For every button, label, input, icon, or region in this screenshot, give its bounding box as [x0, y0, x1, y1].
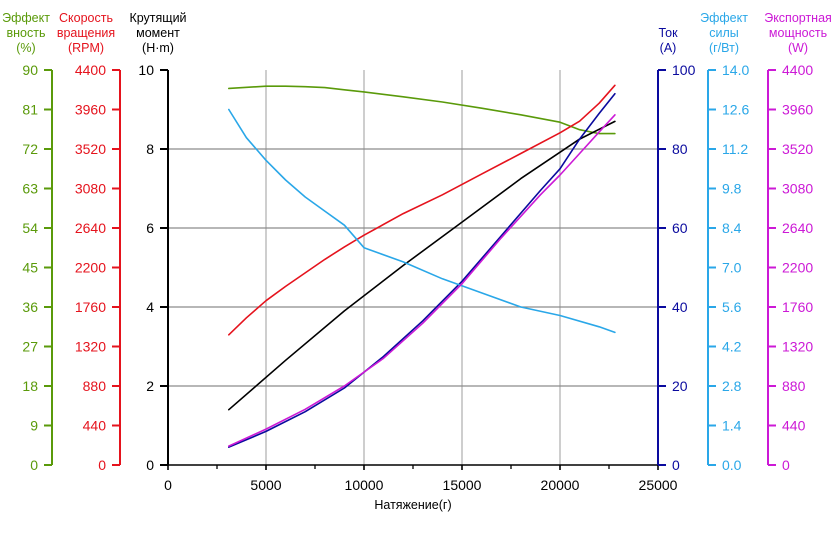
y-axis-title-efficiency_pct: Эффект [2, 11, 50, 25]
y-tick-label-efficiency_pct: 72 [22, 141, 38, 157]
grid [168, 70, 658, 465]
y-tick-label-efficiency_pct: 36 [22, 299, 38, 315]
y-tick-label-power: 1320 [782, 339, 813, 355]
y-tick-label-force_efficiency: 4.2 [722, 339, 742, 355]
y-tick-label-force_efficiency: 1.4 [722, 418, 742, 434]
axis-labels: 0 5000 10000 15000 20000 25000Натяжение(г)091… [2, 11, 832, 512]
x-axis-title: Натяжение(г) [374, 498, 451, 512]
series-lines [228, 84, 616, 449]
y-tick-label-speed: 3520 [75, 141, 106, 157]
y-tick-label-speed: 0 [98, 457, 106, 473]
y-tick-label-torque: 2 [146, 378, 154, 394]
y-tick-label-force_efficiency: 0.0 [722, 457, 742, 473]
y-tick-label-current: 40 [672, 299, 688, 315]
series-line-efficiency_pct [228, 85, 616, 135]
y-axis-title-force_efficiency: силы [709, 26, 739, 40]
y-axis-title-power: Экспортная [764, 11, 832, 25]
y-tick-label-force_efficiency: 8.4 [722, 220, 742, 236]
y-tick-label-current: 20 [672, 378, 688, 394]
y-tick-label-power: 4400 [782, 62, 813, 78]
y-axis-title-speed: Скорость [59, 11, 113, 25]
y-tick-label-power: 3960 [782, 102, 813, 118]
y-tick-label-force_efficiency: 9.8 [722, 181, 742, 197]
y-tick-label-efficiency_pct: 54 [22, 220, 38, 236]
y-tick-label-power: 3080 [782, 181, 813, 197]
y-axis-title-current: (A) [660, 41, 677, 55]
y-tick-label-efficiency_pct: 9 [30, 418, 38, 434]
y-axis-title-force_efficiency: Эффект [700, 11, 748, 25]
y-tick-label-power: 2640 [782, 220, 813, 236]
y-tick-label-torque: 0 [146, 457, 154, 473]
series-line-current [228, 92, 616, 449]
y-tick-label-power: 440 [782, 418, 806, 434]
y-tick-label-efficiency_pct: 27 [22, 339, 38, 355]
y-tick-label-torque: 10 [138, 62, 154, 78]
y-tick-label-torque: 4 [146, 299, 154, 315]
y-tick-label-power: 2200 [782, 260, 813, 276]
y-axis-title-power: мощность [769, 26, 827, 40]
y-tick-label-efficiency_pct: 0 [30, 457, 38, 473]
y-tick-label-power: 1760 [782, 299, 813, 315]
y-tick-label-speed: 1320 [75, 339, 106, 355]
y-axis-title-speed: вращения [57, 26, 115, 40]
y-tick-label-speed: 880 [83, 378, 107, 394]
x-tick-label: 10000 [345, 477, 384, 493]
y-tick-label-efficiency_pct: 45 [22, 260, 38, 276]
y-axis-title-current: Ток [658, 26, 678, 40]
y-tick-label-efficiency_pct: 63 [22, 181, 38, 197]
x-tick-label: 0 [164, 477, 172, 493]
y-tick-label-speed: 3960 [75, 102, 106, 118]
y-tick-label-current: 80 [672, 141, 688, 157]
y-tick-label-speed: 2640 [75, 220, 106, 236]
y-tick-label-force_efficiency: 12.6 [722, 102, 749, 118]
y-tick-label-force_efficiency: 5.6 [722, 299, 742, 315]
y-tick-label-efficiency_pct: 18 [22, 378, 38, 394]
y-tick-label-speed: 1760 [75, 299, 106, 315]
y-tick-label-power: 3520 [782, 141, 813, 157]
y-tick-label-efficiency_pct: 90 [22, 62, 38, 78]
series-line-torque [228, 120, 616, 411]
series-line-speed [228, 84, 616, 336]
y-tick-label-force_efficiency: 14.0 [722, 62, 749, 78]
y-tick-label-speed: 440 [83, 418, 107, 434]
x-tick-label: 20000 [541, 477, 580, 493]
y-axis-title-torque: момент [136, 26, 180, 40]
x-tick-label: 15000 [443, 477, 482, 493]
axes [44, 69, 776, 470]
y-tick-label-current: 0 [672, 457, 680, 473]
y-tick-label-speed: 4400 [75, 62, 106, 78]
y-tick-label-force_efficiency: 11.2 [722, 141, 748, 157]
x-tick-label: 5000 [250, 477, 281, 493]
y-tick-label-speed: 2200 [75, 260, 106, 276]
y-axis-title-torque: (H·m) [142, 41, 174, 55]
y-tick-label-force_efficiency: 2.8 [722, 378, 742, 394]
y-tick-label-torque: 6 [146, 220, 154, 236]
series-line-force_efficiency [228, 108, 616, 334]
y-tick-label-current: 60 [672, 220, 688, 236]
y-axis-title-efficiency_pct: вность [7, 26, 46, 40]
series-line-power [228, 114, 616, 447]
y-tick-label-power: 0 [782, 457, 790, 473]
y-tick-label-speed: 3080 [75, 181, 106, 197]
y-axis-title-efficiency_pct: (%) [16, 41, 35, 55]
y-tick-label-power: 880 [782, 378, 806, 394]
y-axis-title-torque: Крутящий [129, 11, 186, 25]
y-tick-label-force_efficiency: 7.0 [722, 260, 742, 276]
y-tick-label-torque: 8 [146, 141, 154, 157]
y-axis-title-power: (W) [788, 41, 808, 55]
y-tick-label-current: 100 [672, 62, 696, 78]
y-axis-title-speed: (RPM) [68, 41, 104, 55]
y-tick-label-efficiency_pct: 81 [22, 102, 38, 118]
y-axis-title-force_efficiency: (г/Вт) [709, 41, 739, 55]
x-tick-label: 25000 [639, 477, 678, 493]
